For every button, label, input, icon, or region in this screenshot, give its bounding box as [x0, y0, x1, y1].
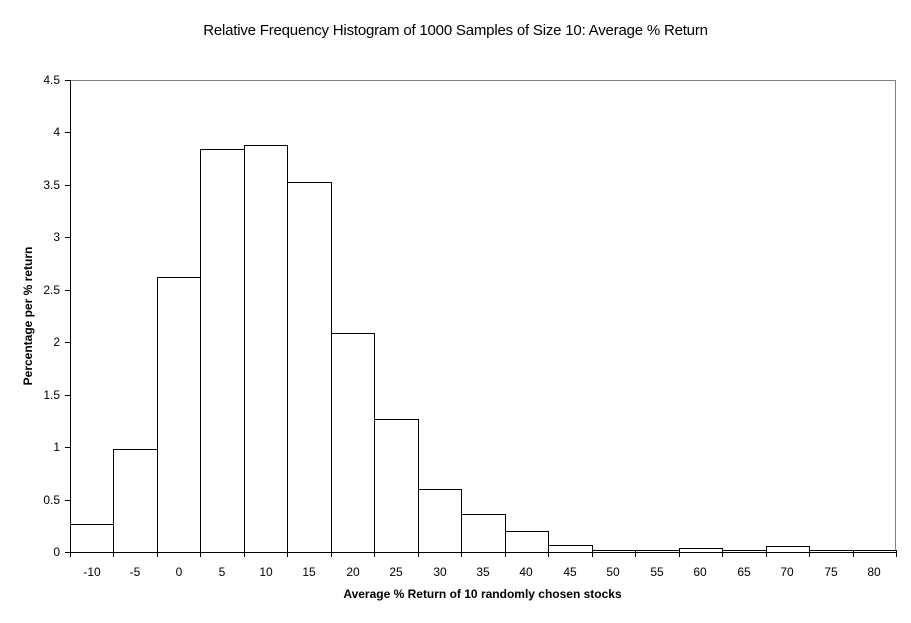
y-tick-label: 4.5	[43, 73, 60, 87]
x-tick-mark	[548, 552, 549, 557]
x-tick-label: -5	[129, 565, 141, 579]
y-tick-label: 1	[53, 440, 60, 454]
x-tick-mark	[374, 552, 375, 557]
histogram-bar	[70, 524, 114, 552]
x-tick-label: 45	[563, 565, 577, 579]
x-tick-mark	[244, 552, 245, 557]
x-tick-label: 0	[175, 565, 183, 579]
y-tick-mark	[65, 342, 70, 343]
x-tick-label: 30	[433, 565, 447, 579]
x-tick-label: -10	[83, 565, 101, 579]
x-tick-mark	[766, 552, 767, 557]
histogram-bar	[853, 550, 897, 552]
y-tick-mark	[65, 132, 70, 133]
histogram-bar	[157, 277, 201, 552]
x-tick-mark	[287, 552, 288, 557]
x-tick-mark	[896, 552, 897, 557]
x-axis-line	[66, 552, 896, 553]
x-tick-mark	[679, 552, 680, 557]
histogram-bar	[766, 546, 810, 552]
x-tick-mark	[157, 552, 158, 557]
y-tick-mark	[65, 185, 70, 186]
y-tick-mark	[65, 395, 70, 396]
y-tick-label: 0.5	[43, 493, 60, 507]
x-tick-mark	[853, 552, 854, 557]
histogram-bar	[200, 149, 245, 552]
y-tick-mark	[65, 552, 70, 553]
x-tick-label: 5	[218, 565, 226, 579]
x-tick-label: 50	[606, 565, 620, 579]
histogram-bar	[418, 489, 462, 552]
x-tick-mark	[635, 552, 636, 557]
x-tick-label: 20	[346, 565, 360, 579]
x-tick-label: 35	[476, 565, 490, 579]
y-tick-label: 3.5	[43, 178, 60, 192]
y-tick-mark	[65, 500, 70, 501]
y-tick-label: 0	[53, 545, 60, 559]
y-tick-label: 4	[53, 125, 60, 139]
y-tick-mark	[65, 80, 70, 81]
x-tick-mark	[722, 552, 723, 557]
x-tick-label: 60	[693, 565, 707, 579]
histogram-bar	[374, 419, 419, 552]
histogram-bar	[113, 449, 158, 552]
y-tick-mark	[65, 237, 70, 238]
x-tick-mark	[592, 552, 593, 557]
x-tick-label: 75	[824, 565, 838, 579]
histogram-bar	[461, 514, 506, 552]
y-axis-line	[70, 80, 71, 553]
x-tick-mark	[418, 552, 419, 557]
x-tick-mark	[331, 552, 332, 557]
x-tick-label: 40	[519, 565, 533, 579]
x-tick-mark	[200, 552, 201, 557]
x-tick-mark	[461, 552, 462, 557]
y-tick-label: 2.5	[43, 283, 60, 297]
y-axis-title: Percentage per % return	[21, 246, 35, 386]
x-tick-label: 65	[737, 565, 751, 579]
x-tick-mark	[113, 552, 114, 557]
histogram-bar	[244, 145, 288, 552]
plot-area	[70, 80, 896, 552]
x-tick-mark	[505, 552, 506, 557]
x-tick-label: 25	[389, 565, 403, 579]
y-tick-mark	[65, 290, 70, 291]
histogram-bar	[331, 333, 375, 552]
y-tick-label: 3	[53, 230, 60, 244]
x-tick-mark	[70, 552, 71, 557]
x-tick-label: 10	[259, 565, 273, 579]
x-tick-label: 80	[867, 565, 881, 579]
x-axis-title: Average % Return of 10 randomly chosen s…	[343, 587, 622, 601]
x-tick-label: 15	[302, 565, 316, 579]
y-tick-label: 2	[53, 335, 60, 349]
x-tick-label: 55	[650, 565, 664, 579]
chart-title: Relative Frequency Histogram of 1000 Sam…	[203, 22, 708, 39]
x-tick-mark	[809, 552, 810, 557]
x-tick-label: 70	[780, 565, 794, 579]
histogram-bar	[505, 531, 549, 552]
y-tick-mark	[65, 447, 70, 448]
histogram-bar	[287, 182, 332, 552]
histogram-bar	[548, 545, 593, 552]
y-tick-label: 1.5	[43, 388, 60, 402]
